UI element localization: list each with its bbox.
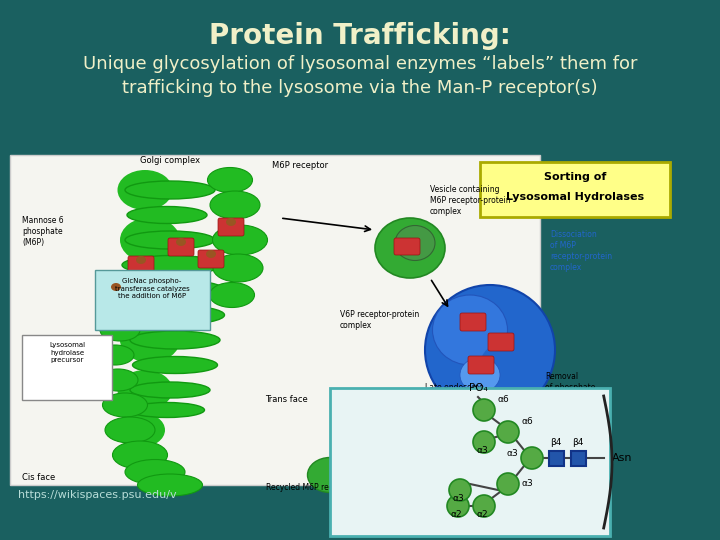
- Text: Mature lysosomal
hydrolase: Mature lysosomal hydrolase: [444, 455, 512, 475]
- FancyBboxPatch shape: [103, 283, 129, 301]
- Ellipse shape: [207, 167, 253, 192]
- Ellipse shape: [125, 231, 215, 249]
- Circle shape: [497, 421, 519, 443]
- Ellipse shape: [120, 218, 180, 262]
- Bar: [95, 270, 210, 330]
- FancyBboxPatch shape: [128, 256, 154, 274]
- Ellipse shape: [213, 254, 263, 282]
- Text: α2: α2: [450, 510, 462, 519]
- Ellipse shape: [115, 413, 165, 448]
- Text: Recycled M6P receptor: Recycled M6P receptor: [266, 483, 354, 492]
- Ellipse shape: [130, 382, 210, 398]
- Ellipse shape: [395, 226, 435, 260]
- Text: PO₄: PO₄: [469, 383, 487, 393]
- FancyBboxPatch shape: [394, 238, 420, 255]
- Ellipse shape: [120, 318, 180, 362]
- Bar: [549, 450, 564, 465]
- Ellipse shape: [130, 306, 225, 325]
- Text: Late endosome: Late endosome: [425, 383, 484, 392]
- Bar: [330, 388, 610, 536]
- FancyBboxPatch shape: [460, 313, 486, 331]
- Ellipse shape: [212, 225, 268, 255]
- Ellipse shape: [425, 285, 555, 415]
- Ellipse shape: [176, 238, 186, 246]
- Circle shape: [521, 447, 543, 469]
- Text: Asn: Asn: [612, 453, 632, 463]
- Text: GlcNac phospho-
transferase catalyzes
the addition of M6P: GlcNac phospho- transferase catalyzes th…: [114, 278, 189, 299]
- Circle shape: [497, 473, 519, 495]
- Ellipse shape: [130, 402, 204, 417]
- Ellipse shape: [132, 356, 217, 374]
- Ellipse shape: [433, 295, 508, 365]
- Ellipse shape: [210, 191, 260, 219]
- Ellipse shape: [117, 370, 173, 410]
- Bar: [480, 162, 670, 217]
- Ellipse shape: [375, 218, 445, 278]
- Text: α3: α3: [506, 449, 518, 458]
- Ellipse shape: [96, 345, 134, 365]
- Ellipse shape: [122, 255, 222, 274]
- Ellipse shape: [112, 441, 168, 469]
- Circle shape: [447, 495, 469, 517]
- Text: Dissociation
of M6P
receptor-protein
complex: Dissociation of M6P receptor-protein com…: [550, 230, 612, 272]
- Ellipse shape: [206, 250, 216, 258]
- Text: Unique glycosylation of lysosomal enzymes “labels” them for
trafficking to the l: Unique glycosylation of lysosomal enzyme…: [83, 55, 637, 97]
- Text: Lysosomal
hydrolase
precursor: Lysosomal hydrolase precursor: [49, 342, 85, 363]
- Ellipse shape: [125, 280, 225, 300]
- Bar: [570, 450, 585, 465]
- FancyBboxPatch shape: [468, 356, 494, 374]
- Text: α3: α3: [476, 446, 488, 455]
- Bar: [10, 155, 540, 485]
- FancyBboxPatch shape: [168, 238, 194, 256]
- Text: https://wikispaces.psu.edu/v: https://wikispaces.psu.edu/v: [18, 490, 176, 500]
- Ellipse shape: [100, 319, 140, 341]
- Text: β4: β4: [572, 438, 584, 447]
- Ellipse shape: [410, 450, 440, 476]
- Text: α6: α6: [498, 395, 510, 404]
- Ellipse shape: [127, 206, 207, 224]
- Ellipse shape: [226, 218, 236, 226]
- Text: Sorting of: Sorting of: [544, 172, 606, 182]
- Ellipse shape: [102, 393, 148, 417]
- Ellipse shape: [111, 283, 121, 291]
- Text: β4: β4: [550, 438, 562, 447]
- FancyBboxPatch shape: [198, 250, 224, 268]
- Text: M6P receptor: M6P receptor: [272, 161, 328, 170]
- Text: Mannose 6
phosphate
(M6P): Mannose 6 phosphate (M6P): [22, 216, 63, 247]
- Text: Removal
of phosphate: Removal of phosphate: [545, 372, 595, 392]
- Ellipse shape: [125, 181, 215, 199]
- Ellipse shape: [210, 282, 254, 307]
- Text: Cis face: Cis face: [22, 473, 55, 482]
- Ellipse shape: [460, 357, 500, 393]
- Text: α3: α3: [522, 479, 534, 488]
- Ellipse shape: [130, 331, 220, 349]
- Circle shape: [473, 399, 495, 421]
- Ellipse shape: [392, 446, 448, 490]
- Text: Protein Trafficking:: Protein Trafficking:: [209, 22, 511, 50]
- FancyBboxPatch shape: [218, 218, 244, 236]
- Ellipse shape: [480, 342, 530, 388]
- Bar: [22, 335, 112, 400]
- Ellipse shape: [117, 170, 173, 210]
- Ellipse shape: [138, 474, 202, 496]
- Ellipse shape: [98, 369, 138, 391]
- Circle shape: [473, 495, 495, 517]
- Text: α6: α6: [522, 417, 534, 426]
- Text: Golgi complex: Golgi complex: [140, 156, 200, 165]
- Text: α3: α3: [452, 494, 464, 503]
- Ellipse shape: [307, 457, 353, 492]
- Ellipse shape: [136, 256, 146, 264]
- FancyBboxPatch shape: [488, 333, 514, 351]
- Text: V6P receptor-protein
complex: V6P receptor-protein complex: [340, 310, 419, 330]
- Ellipse shape: [105, 417, 155, 443]
- Text: α2: α2: [476, 510, 488, 519]
- Text: Lysosomal Hydrolases: Lysosomal Hydrolases: [506, 192, 644, 202]
- Ellipse shape: [122, 265, 187, 315]
- Text: Vesicle containing
M6P receptor-protein
complex: Vesicle containing M6P receptor-protein …: [430, 185, 510, 216]
- Circle shape: [473, 431, 495, 453]
- Ellipse shape: [125, 460, 185, 484]
- Text: Trans face: Trans face: [265, 395, 307, 404]
- Circle shape: [449, 479, 471, 501]
